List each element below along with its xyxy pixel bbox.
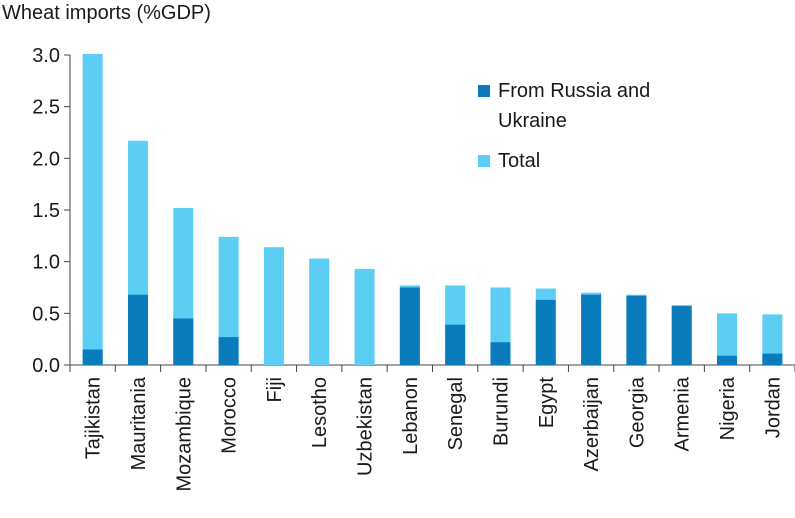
x-tick-label: Nigeria <box>717 376 739 440</box>
x-tick-label: Georgia <box>626 376 648 448</box>
bar-russia-ukraine-azerbaijan[interactable] <box>581 294 602 365</box>
x-tick-label: Tajikistan <box>83 377 105 459</box>
bar-russia-ukraine-nigeria[interactable] <box>717 355 738 365</box>
x-tick-label: Armenia <box>672 376 694 451</box>
x-tick-label: Senegal <box>445 377 467 450</box>
legend-label-russia-ukraine: From Russia and Ukraine <box>498 80 651 132</box>
bar-total-fiji[interactable] <box>263 247 284 365</box>
y-tick-label: 0.0 <box>32 355 60 377</box>
bar-russia-ukraine-senegal[interactable] <box>445 324 466 365</box>
bar-total-lesotho[interactable] <box>309 258 330 365</box>
bar-total-nigeria[interactable] <box>717 313 738 365</box>
y-tick-label: 0.5 <box>32 303 60 325</box>
y-tick-label: 1.0 <box>32 252 60 274</box>
bar-russia-ukraine-egypt[interactable] <box>535 299 556 365</box>
x-tick-label: Burundi <box>490 377 512 446</box>
chart-title: Wheat imports (%GDP) <box>2 2 211 24</box>
x-tick-label: Mauritania <box>128 376 150 470</box>
x-tick-label: Lesotho <box>309 377 331 448</box>
chart-legend: From Russia and Ukraine Total <box>478 76 698 176</box>
bar-total-tajikistan[interactable] <box>82 53 103 365</box>
x-tick-label: Mozambique <box>173 377 195 492</box>
y-tick-label: 1.5 <box>32 200 60 222</box>
bar-russia-ukraine-georgia[interactable] <box>626 295 647 365</box>
bar-russia-ukraine-mozambique[interactable] <box>173 318 194 366</box>
legend-label-total: Total <box>498 150 541 172</box>
bar-russia-ukraine-burundi[interactable] <box>490 342 511 365</box>
x-tick-label: Egypt <box>536 377 558 429</box>
x-tick-label: Uzbekistan <box>355 377 377 476</box>
bar-russia-ukraine-mauritania[interactable] <box>127 294 148 365</box>
bar-russia-ukraine-jordan[interactable] <box>762 353 783 365</box>
bar-russia-ukraine-tajikistan[interactable] <box>82 349 103 366</box>
y-tick-label: 2.0 <box>32 148 60 170</box>
legend-swatch-russia-ukraine <box>478 85 490 97</box>
y-tick-label: 2.5 <box>32 97 60 119</box>
bar-total-jordan[interactable] <box>762 314 783 365</box>
bar-total-morocco[interactable] <box>218 236 239 365</box>
x-tick-label: Azerbaijan <box>581 377 603 472</box>
x-tick-label: Morocco <box>219 377 241 454</box>
bar-russia-ukraine-morocco[interactable] <box>218 337 239 365</box>
x-tick-label: Lebanon <box>400 377 422 455</box>
legend-swatch-total <box>478 155 490 167</box>
bar-russia-ukraine-lebanon[interactable] <box>399 287 420 366</box>
y-tick-label: 3.0 <box>32 45 60 67</box>
bar-russia-ukraine-armenia[interactable] <box>671 306 692 365</box>
legend-item-total[interactable]: Total <box>478 146 698 176</box>
legend-item-russia-ukraine[interactable]: From Russia and Ukraine <box>478 76 698 136</box>
bar-total-uzbekistan[interactable] <box>354 268 375 365</box>
x-tick-label: Jordan <box>762 377 784 438</box>
x-tick-label: Fiji <box>264 377 286 403</box>
